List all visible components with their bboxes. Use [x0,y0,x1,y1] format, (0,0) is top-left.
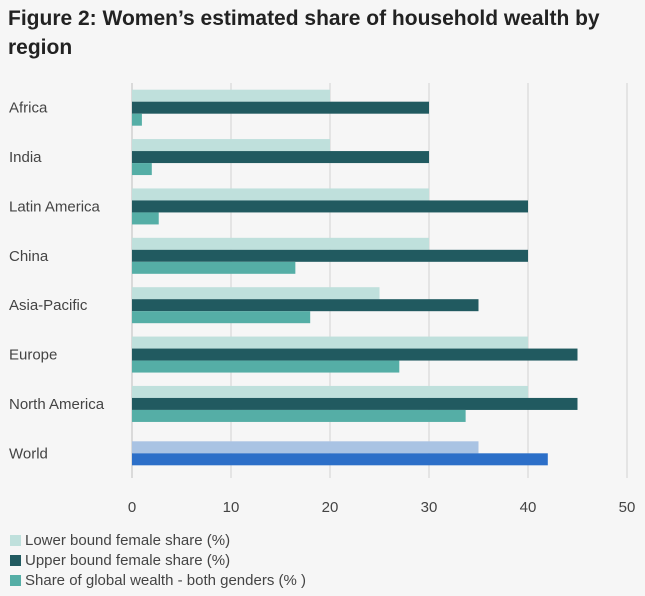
chart-title: Figure 2: Women’s estimated share of hou… [8,7,600,59]
legend-label-lower: Lower bound female share (%) [25,531,231,549]
category-label-india: India [9,149,42,166]
category-label-world: World [9,445,48,462]
legend: Lower bound female share (%) Upper bound… [10,530,306,590]
legend-swatch-lower [10,534,21,546]
category-label-north-america: North America [9,396,105,413]
bar-africa-lower [132,89,330,102]
bar-europe-lower [132,336,528,349]
bar-africa-upper [132,101,429,114]
legend-swatch-global [10,574,21,586]
category-label-europe: Europe [9,347,57,364]
bar-latin-america-upper [132,200,528,213]
category-label-asia-pacific: Asia-Pacific [9,297,88,314]
bar-china-upper [132,249,528,262]
bar-africa-global [132,113,142,126]
bar-asia-pacific-lower [132,287,380,300]
legend-item-global: Share of global wealth - both genders (%… [10,570,306,590]
bar-asia-pacific-global [132,311,311,324]
bar-india-lower [132,139,330,152]
x-tick-label-20: 20 [322,499,339,516]
x-tick-label-30: 30 [421,499,438,516]
bar-china-lower [132,237,429,250]
x-tick-label-40: 40 [520,499,537,516]
legend-item-lower: Lower bound female share (%) [10,530,306,550]
bar-europe-global [132,360,400,373]
x-tick-label-50: 50 [619,499,636,516]
x-tick-label-0: 0 [128,499,136,516]
bar-asia-pacific-upper [132,299,479,312]
category-label-latin-america: Latin America [9,198,101,215]
bar-north-america-lower [132,385,528,398]
bar-world-lower [132,441,479,454]
x-tick-label-10: 10 [223,499,240,516]
bar-latin-america-global [132,212,159,225]
legend-label-global: Share of global wealth - both genders (%… [25,571,306,589]
bar-world-upper [132,453,548,466]
legend-item-upper: Upper bound female share (%) [10,550,306,570]
bar-india-upper [132,151,429,164]
bar-india-global [132,163,152,176]
bar-latin-america-lower [132,188,429,201]
legend-label-upper: Upper bound female share (%) [25,551,231,569]
legend-swatch-upper [10,554,21,566]
bar-north-america-upper [132,397,578,410]
bar-north-america-global [132,409,466,422]
bar-europe-upper [132,348,578,361]
bar-china-global [132,261,296,274]
category-label-china: China [9,248,49,265]
category-label-africa: Africa [9,100,48,117]
